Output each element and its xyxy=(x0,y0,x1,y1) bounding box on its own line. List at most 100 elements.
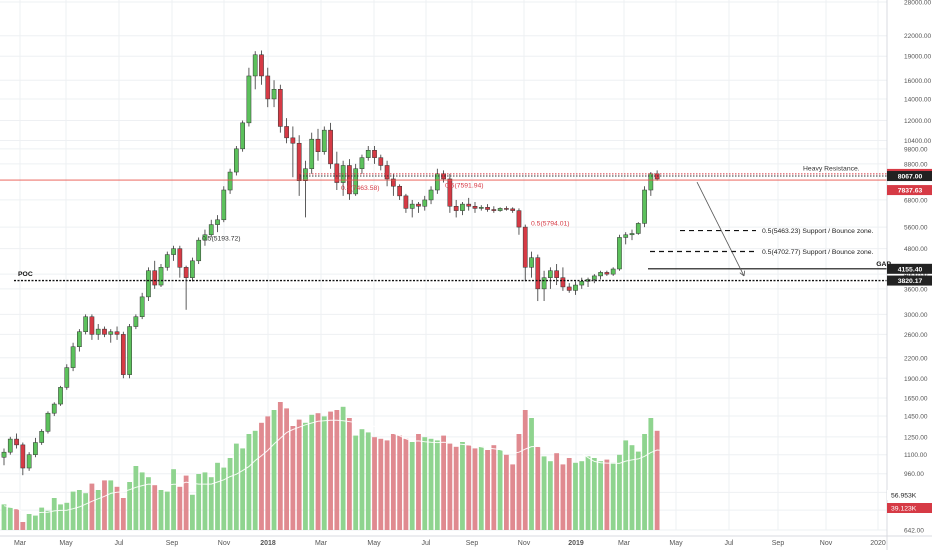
x-tick-label: 2020 xyxy=(870,540,886,547)
price-tag-label: 7837.63 xyxy=(898,188,923,195)
candle-body xyxy=(45,412,51,432)
candle-body xyxy=(372,150,377,158)
volume-bar xyxy=(334,410,340,530)
candle-body xyxy=(246,75,252,124)
candle-body xyxy=(554,270,559,278)
candle-body xyxy=(58,387,63,405)
candle-body xyxy=(64,367,70,388)
candle-body xyxy=(39,431,45,443)
candle-body xyxy=(252,54,258,77)
candle-body xyxy=(591,275,597,280)
volume-bar xyxy=(579,461,585,530)
x-tick-label: Nov xyxy=(518,540,531,547)
volume-bar xyxy=(183,475,189,530)
volume-bar xyxy=(102,480,107,530)
candle-body xyxy=(504,208,509,210)
volume-bar xyxy=(585,456,591,530)
y-tick-label: 1250.00 xyxy=(904,434,928,441)
x-tick-label: Jul xyxy=(422,540,431,547)
candle-body xyxy=(384,165,390,180)
candle-body xyxy=(259,54,264,77)
volume-bar xyxy=(566,458,572,530)
x-tick-label: Mar xyxy=(315,540,328,547)
candle-body xyxy=(541,277,547,290)
volume-bar xyxy=(51,498,57,530)
candle-body xyxy=(359,157,365,169)
candle-body xyxy=(560,277,566,288)
candle-body xyxy=(610,268,616,275)
volume-bar xyxy=(20,522,26,530)
candle-body xyxy=(529,257,534,268)
chart-annotations: Heavy Resistance. 0.5(5463.23) Support / … xyxy=(18,165,932,513)
annotation-label: Heavy Resistance. xyxy=(803,165,860,172)
price-candles xyxy=(1,50,660,476)
x-tick-label: 2018 xyxy=(260,540,276,547)
volume-bar xyxy=(397,435,403,530)
candle-body xyxy=(648,173,654,191)
volume-bar xyxy=(164,491,170,530)
candle-body xyxy=(315,138,321,152)
candle-body xyxy=(139,296,145,317)
volume-bar xyxy=(510,464,516,530)
candle-body xyxy=(573,284,578,291)
y-tick-label: 14000.00 xyxy=(904,96,931,103)
volume-bar xyxy=(240,448,246,530)
volume-tag-box xyxy=(887,503,932,513)
volume-bar xyxy=(89,483,95,530)
volume-bar xyxy=(428,438,434,530)
projection-arrow xyxy=(696,181,745,277)
candle-body xyxy=(485,207,490,210)
chart-overlays xyxy=(0,173,887,282)
volume-bar xyxy=(321,416,327,530)
candle-body xyxy=(491,209,497,211)
candle-body xyxy=(227,171,233,191)
volume-bar xyxy=(535,446,541,530)
volume-bar xyxy=(416,434,421,530)
volume-bar xyxy=(290,426,296,530)
volume-bar xyxy=(83,493,89,530)
volume-bar xyxy=(95,490,101,530)
volume-bar xyxy=(64,502,70,530)
candle-body xyxy=(428,189,434,201)
volume-bar xyxy=(623,440,629,530)
volume-bar xyxy=(76,490,82,530)
volume-bar xyxy=(277,402,283,530)
annotation-label: POC xyxy=(18,271,33,278)
y-tick-label: 960.00 xyxy=(904,471,924,478)
volume-bar xyxy=(491,445,497,530)
volume-bar xyxy=(529,418,534,530)
volume-bar xyxy=(541,456,547,530)
volume-tag-label: 56.953K xyxy=(891,493,917,500)
price-tag-label: 8067.00 xyxy=(898,174,923,181)
volume-bar xyxy=(26,514,32,530)
y-tick-label: 16000.00 xyxy=(904,78,931,85)
candle-body xyxy=(89,316,95,335)
candle-body xyxy=(77,331,82,348)
volume-bar xyxy=(309,414,315,530)
candle-body xyxy=(635,223,641,234)
candle-body xyxy=(190,260,195,278)
y-tick-label: 2200.00 xyxy=(904,355,928,362)
candle-body xyxy=(334,163,340,183)
volume-bar xyxy=(1,504,7,530)
candle-body xyxy=(434,173,440,191)
volume-bar xyxy=(591,458,597,530)
candle-body xyxy=(102,328,107,335)
volume-bar xyxy=(384,440,390,530)
candle-body xyxy=(240,122,245,150)
volume-bar xyxy=(39,507,45,530)
volume-bar xyxy=(114,486,120,530)
volume-bar xyxy=(453,446,459,530)
volume-bar xyxy=(265,416,271,530)
volume-bar xyxy=(303,422,308,530)
candle-body xyxy=(70,346,76,368)
volume-bar xyxy=(648,418,654,530)
candle-body xyxy=(14,438,19,446)
x-tick-label: Jul xyxy=(725,540,734,547)
annotation-label: GAP xyxy=(876,261,891,268)
y-tick-label: 1450.00 xyxy=(904,414,928,421)
candle-body xyxy=(422,199,428,207)
candle-body xyxy=(535,257,541,290)
candle-body xyxy=(208,224,214,236)
